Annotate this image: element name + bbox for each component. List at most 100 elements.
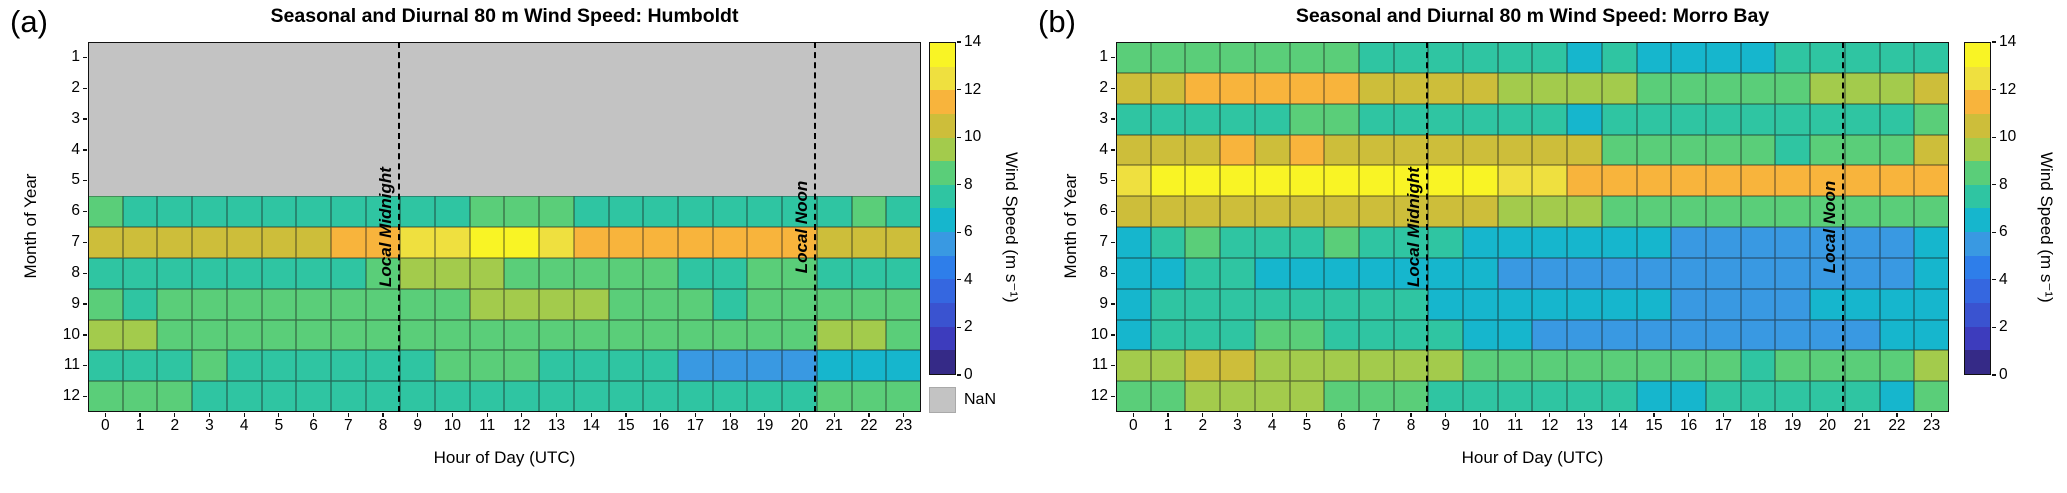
heatmap-cell [1428,165,1464,197]
hour-tick-label: 21 [1853,417,1871,434]
heatmap-cell [88,288,123,320]
heatmap-cell [1706,227,1741,258]
heatmap-cell [712,103,748,135]
y-tick-mark [83,56,87,58]
x-tick-mark [764,413,766,417]
heatmap-cell [1671,227,1707,258]
heatmap-cell [469,227,505,258]
heatmap-cell [504,257,540,289]
heatmap-cell [1810,42,1845,73]
heatmap-cell [1393,72,1429,104]
heatmap-cell [1601,72,1637,104]
colorbar-tick-label: 14 [1999,33,2017,50]
heatmap-cell [296,72,331,104]
heatmap-cell [330,72,366,104]
heatmap-cell [122,257,158,289]
heatmap-cell [782,381,817,412]
heatmap-cell [1220,72,1255,104]
heatmap-cell [678,227,713,258]
heatmap-cell [1428,227,1464,258]
heatmap-cell [1254,257,1290,289]
heatmap-cell [88,103,123,135]
x-tick-mark [139,413,141,417]
heatmap-cell [1844,381,1880,412]
x-tick-mark [1826,413,1829,417]
heatmap-cell [1289,288,1325,320]
heatmap-cell [1532,319,1568,351]
heatmap-cell [1116,72,1151,104]
colorbar-tick-label: 14 [964,33,982,50]
heatmap-cell [1740,72,1776,104]
x-tick-mark [660,413,662,417]
heatmap-cell [1463,227,1498,258]
heatmap-cell [365,227,401,258]
hour-tick-label: 18 [1749,417,1767,434]
heatmap-cell [1185,257,1221,289]
x-tick-mark [313,413,315,417]
heatmap-cell [435,134,470,166]
y-tick-mark [83,303,87,305]
heatmap-cell [1220,42,1255,73]
heatmap-cell [1289,319,1325,351]
heatmap-cell [851,42,887,73]
heatmap-cell [782,227,817,258]
hour-tick-label: 13 [1575,417,1594,434]
month-tick-label: 8 [1099,263,1108,281]
heatmap-cell [816,72,852,104]
x-tick-mark [555,413,558,417]
month-tick-label: 3 [71,109,80,127]
heatmap-cell [157,196,193,227]
heatmap-cell [365,42,401,73]
heatmap-cell [88,257,123,289]
midnight-annotation: Local Midnight [375,167,395,287]
y-tick-mark [1111,303,1115,305]
heatmap-cell [643,227,679,258]
heatmap-cell [1636,381,1672,412]
heatmap-cell [261,319,297,351]
hour-tick-label: 5 [274,417,284,434]
heatmap-cell [1116,165,1151,197]
heatmap-cell [643,319,679,351]
heatmap-cell [539,227,574,258]
hour-tick-label: 23 [895,417,913,434]
x-tick-mark [729,413,731,417]
heatmap-cell [1636,288,1672,320]
heatmap-cell [1289,134,1325,166]
heatmap-cell [1324,165,1359,197]
heatmap-cell [1810,381,1845,412]
heatmap-cell [643,257,679,289]
heatmap-cell [608,165,644,197]
heatmap-cell [192,288,227,320]
heatmap-cell [192,134,227,166]
heatmap-cell [261,288,297,320]
x-tick-mark [1410,413,1412,417]
heatmap-cell [573,134,609,166]
colorbar-tick-label: 0 [964,366,973,383]
colorbar-tick-label: 8 [1999,175,2008,193]
hour-tick-label: 16 [652,417,670,434]
heatmap-cell [1601,288,1637,320]
heatmap-cell [226,350,262,382]
heatmap-cell [1914,319,1949,351]
colorbar-tick-mark [1992,326,1996,329]
colorbar-tick-label: 2 [964,318,973,336]
heatmap-cell [261,350,297,382]
heatmap-cell [643,72,679,104]
heatmap-cell [678,134,713,166]
colorbar-label: Wind Speed (m s⁻¹) [1002,151,1021,303]
heatmap-cell [296,165,331,197]
y-tick-mark [83,395,87,398]
heatmap-cell [1532,103,1568,135]
month-tick-label: 4 [71,140,80,158]
heatmap-cell [296,103,331,135]
heatmap-cell [504,134,540,166]
heatmap-cell [1254,196,1290,227]
heatmap-cell [1844,288,1880,320]
heatmap-cell [1393,288,1429,320]
x-tick-mark [104,413,106,417]
heatmap-cell [1463,288,1498,320]
heatmap-cell [1254,134,1290,166]
heatmap-cell [1775,319,1811,351]
heatmap-cell [1116,257,1151,289]
heatmap-cell [1150,288,1186,320]
